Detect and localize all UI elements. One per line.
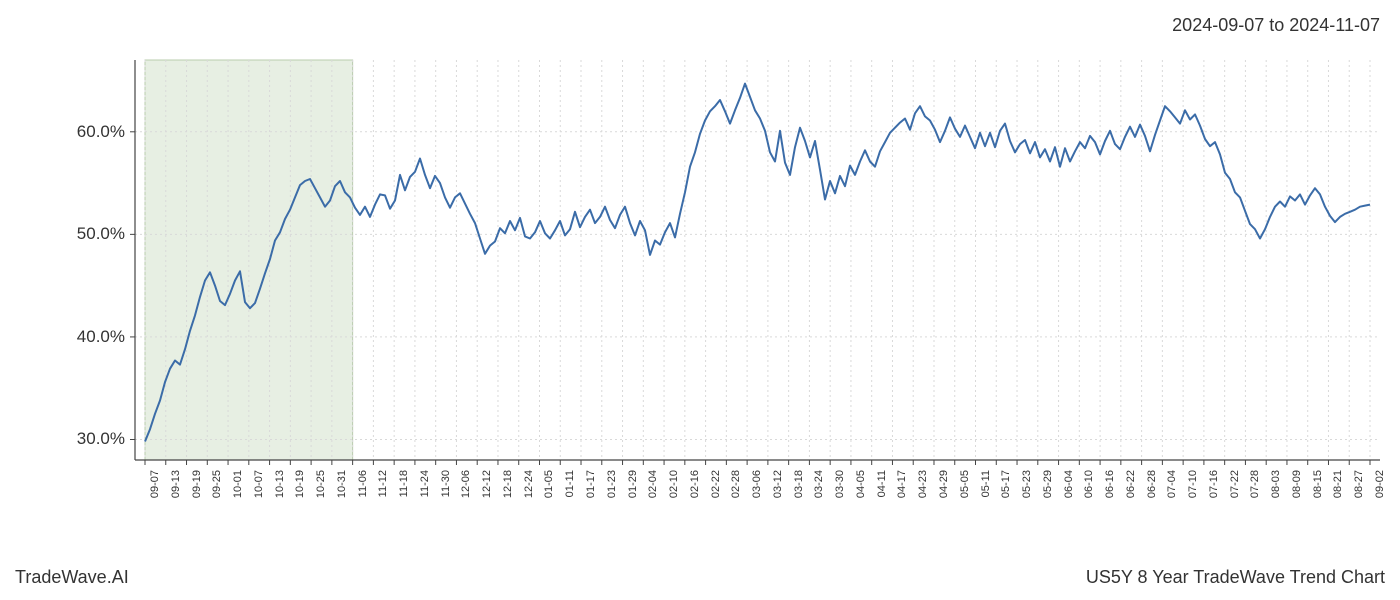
x-tick-label: 01-29 [627,470,639,498]
x-tick-label: 11-18 [398,470,410,497]
x-tick-label: 06-16 [1104,470,1116,498]
x-tick-label: 05-05 [959,470,971,498]
x-tick-label: 07-10 [1187,470,1199,498]
x-tick-label: 10-07 [253,470,265,498]
x-tick-label: 07-16 [1208,470,1220,498]
x-tick-label: 05-17 [1000,470,1012,498]
x-tick-label: 07-22 [1229,470,1241,498]
x-tick-label: 07-04 [1166,470,1178,498]
x-tick-label: 02-28 [730,470,742,498]
x-tick-label: 11-24 [419,470,431,497]
x-tick-label: 09-02 [1374,470,1386,498]
y-tick-label: 60.0% [77,122,125,142]
x-tick-label: 09-07 [149,470,161,498]
chart-title: US5Y 8 Year TradeWave Trend Chart [1086,567,1385,588]
x-tick-label: 10-19 [294,470,306,498]
x-tick-label: 06-28 [1146,470,1158,498]
x-tick-label: 01-17 [585,470,597,498]
plot-area [135,60,1380,460]
date-range-label: 2024-09-07 to 2024-11-07 [1172,15,1380,36]
x-tick-label: 04-29 [938,470,950,498]
x-tick-label: 06-10 [1083,470,1095,498]
x-tick-label: 09-25 [211,470,223,498]
x-tick-label: 04-11 [876,470,888,497]
x-tick-label: 07-28 [1249,470,1261,498]
x-tick-label: 05-29 [1042,470,1054,498]
x-tick-label: 06-04 [1063,470,1075,498]
x-tick-label: 04-23 [917,470,929,498]
y-tick-label: 50.0% [77,224,125,244]
x-tick-label: 09-13 [170,470,182,498]
x-tick-label: 08-15 [1312,470,1324,498]
y-axis: 30.0% 40.0% 50.0% 60.0% [0,60,135,460]
x-tick-label: 03-06 [751,470,763,498]
x-tick-label: 01-05 [543,470,555,498]
x-tick-label: 04-17 [896,470,908,498]
x-tick-label: 12-12 [481,470,493,498]
x-tick-label: 04-05 [855,470,867,498]
x-tick-label: 08-03 [1270,470,1282,498]
line-chart-svg [135,60,1380,460]
x-tick-label: 10-01 [232,470,244,498]
x-tick-label: 06-22 [1125,470,1137,498]
x-tick-label: 03-30 [834,470,846,498]
x-tick-label: 10-25 [315,470,327,498]
x-tick-label: 12-06 [460,470,472,498]
x-tick-label: 12-18 [502,470,514,498]
x-tick-label: 08-21 [1332,470,1344,498]
x-tick-label: 01-11 [564,470,576,497]
x-tick-label: 05-11 [980,470,992,497]
x-tick-label: 03-24 [813,470,825,498]
x-tick-label: 10-31 [336,470,348,498]
chart-container: 2024-09-07 to 2024-11-07 30.0% 40.0% 50.0%… [0,0,1400,600]
x-axis: 09-07 09-13 09-19 09-25 10-01 10-07 10-13 10-19… [135,465,1380,555]
x-tick-label: 02-04 [647,470,659,498]
x-tick-label: 11-30 [440,470,452,497]
x-tick-label: 11-06 [357,470,369,497]
x-tick-label: 03-18 [793,470,805,498]
x-tick-label: 08-27 [1353,470,1365,498]
x-tick-label: 09-19 [191,470,203,498]
x-tick-label: 03-12 [772,470,784,498]
x-tick-label: 01-23 [606,470,618,498]
x-tick-label: 10-13 [274,470,286,498]
y-tick-label: 40.0% [77,327,125,347]
y-tick-label: 30.0% [77,429,125,449]
x-tick-label: 12-24 [523,470,535,498]
x-tick-label: 02-10 [668,470,680,498]
x-tick-label: 11-12 [377,470,389,497]
x-tick-label: 02-16 [689,470,701,498]
x-tick-label: 08-09 [1291,470,1303,498]
x-tick-label: 05-23 [1021,470,1033,498]
brand-label: TradeWave.AI [15,567,129,588]
x-tick-label: 02-22 [710,470,722,498]
